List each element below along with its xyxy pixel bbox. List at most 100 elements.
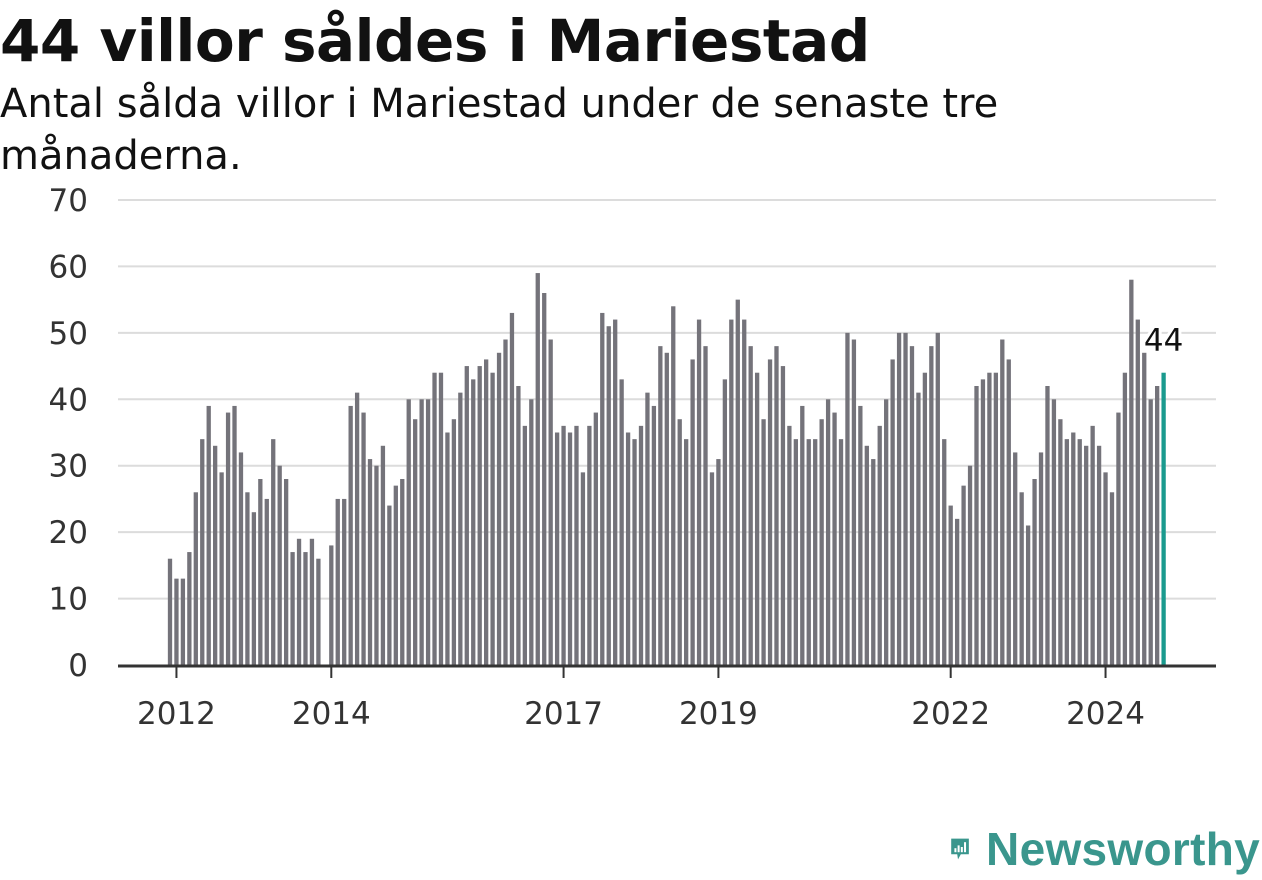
- bar: [987, 372, 992, 665]
- x-tick-label: 2014: [292, 696, 371, 732]
- bar: [296, 538, 302, 665]
- bar: [742, 319, 747, 665]
- bar: [264, 498, 269, 665]
- bar: [484, 359, 489, 665]
- bar: [800, 405, 805, 665]
- bar: [387, 505, 392, 665]
- bar: [948, 505, 953, 665]
- bar: [213, 445, 218, 665]
- bar: [825, 399, 831, 665]
- chart-title: 44 villor såldes i Mariestad: [0, 7, 870, 75]
- bar: [354, 392, 360, 665]
- bar: [838, 439, 844, 665]
- bar: [651, 405, 657, 665]
- bar: [1013, 452, 1018, 665]
- bar: [258, 479, 263, 665]
- bar: [574, 425, 579, 665]
- bar: [819, 419, 824, 665]
- bar: [232, 405, 237, 665]
- bar: [225, 412, 231, 665]
- bar: [890, 359, 895, 665]
- bar: [380, 445, 386, 665]
- value-annotation: 44: [1141, 320, 1186, 362]
- bar: [754, 372, 760, 665]
- bar: [516, 386, 521, 665]
- y-tick-label: 50: [49, 316, 88, 352]
- bar: [238, 452, 244, 665]
- bar: [1148, 399, 1153, 665]
- bar: [271, 439, 276, 665]
- bar: [277, 465, 282, 665]
- bar: [477, 366, 482, 665]
- bar: [967, 465, 973, 665]
- bar: [645, 392, 650, 665]
- bar: [703, 346, 708, 665]
- bar: [1090, 425, 1095, 665]
- bar: [625, 432, 631, 665]
- bar: [638, 425, 644, 665]
- bar: [413, 419, 418, 665]
- bar: [664, 352, 669, 665]
- bar: [774, 346, 779, 665]
- bar: [980, 379, 986, 665]
- bar: [696, 319, 702, 665]
- bar: [503, 339, 508, 665]
- bar: [787, 425, 792, 665]
- bar: [167, 558, 173, 665]
- bar: [658, 346, 663, 665]
- bar: [871, 459, 876, 665]
- bar: [200, 439, 205, 665]
- bar: [548, 339, 553, 665]
- bar: [400, 479, 405, 665]
- bar: [671, 306, 676, 665]
- bar: [1129, 279, 1134, 665]
- bar: [974, 386, 979, 665]
- bar: [193, 492, 198, 665]
- y-tick-label: 0: [68, 648, 88, 684]
- bar: [780, 366, 786, 665]
- bar: [342, 498, 347, 665]
- bar: [567, 432, 573, 665]
- bar: [1058, 419, 1063, 665]
- bar: [716, 459, 721, 665]
- bar: [361, 412, 366, 665]
- y-tick-label: 40: [49, 382, 88, 418]
- bar: [877, 425, 882, 665]
- bar: [729, 319, 734, 665]
- y-tick-label: 70: [49, 183, 88, 219]
- bar: [419, 399, 424, 665]
- y-tick-label: 60: [49, 249, 88, 285]
- bar: [1077, 439, 1082, 665]
- bar: [851, 339, 857, 665]
- bar: [438, 372, 444, 665]
- bar: [522, 425, 528, 665]
- bar: [464, 366, 469, 665]
- bar: [251, 512, 257, 665]
- bar-chart: 0 10 20 30 40 50 60 70 2012 2014 2017 2019 2022 2024…: [49, 183, 1216, 732]
- bar: [619, 379, 624, 665]
- bar: [735, 299, 740, 665]
- x-tick-label: 2024: [1066, 696, 1145, 732]
- bar: [916, 392, 921, 665]
- bar: [509, 312, 515, 665]
- bar: [935, 332, 940, 665]
- bar: [283, 479, 289, 665]
- bar: [793, 439, 798, 665]
- bar: [1155, 386, 1160, 665]
- brand-name: Newsworthy: [986, 823, 1260, 875]
- bar: [1103, 472, 1108, 665]
- bar: [690, 359, 695, 665]
- bar: [206, 405, 211, 665]
- bar: [580, 472, 586, 665]
- bar: [722, 379, 728, 665]
- bar: [954, 518, 960, 665]
- bar: [832, 412, 837, 665]
- bar: [180, 578, 186, 665]
- bar: [864, 445, 869, 665]
- x-tick-label: 2017: [524, 696, 603, 732]
- bar: [600, 312, 605, 665]
- bar: [367, 459, 373, 665]
- bar: [554, 432, 560, 665]
- bar: [561, 425, 566, 665]
- y-tick-label: 30: [49, 449, 88, 485]
